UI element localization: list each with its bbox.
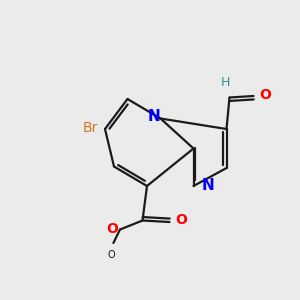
Text: O: O (259, 88, 271, 102)
Text: Br: Br (83, 121, 98, 134)
Text: N: N (202, 178, 215, 194)
Text: H: H (220, 76, 230, 89)
Text: O: O (107, 250, 115, 260)
Text: N: N (148, 109, 160, 124)
Text: O: O (106, 222, 119, 236)
Text: O: O (175, 214, 187, 227)
